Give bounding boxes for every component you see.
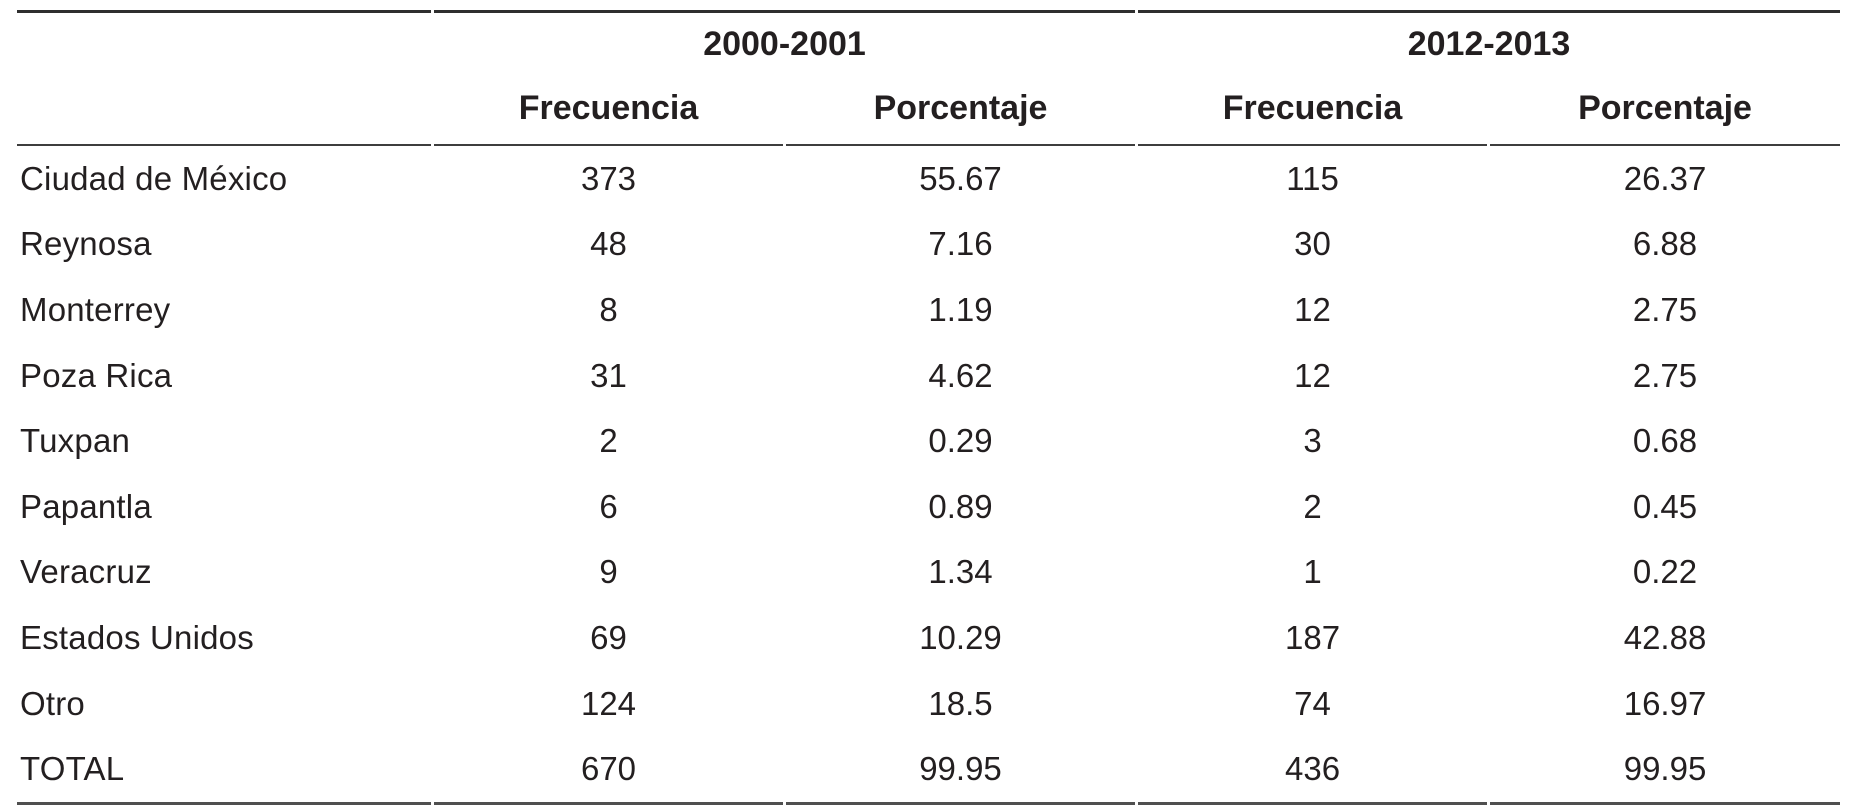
cell-porcentaje-1: 0.29 [928, 422, 993, 460]
cell-porcentaje-1: 4.62 [928, 356, 993, 394]
row-label: Estados Unidos [20, 618, 254, 656]
cell-frecuencia-1: 31 [590, 356, 627, 394]
cell-frecuencia-2: 2 [1303, 487, 1322, 525]
cell-frecuencia-2: 12 [1294, 290, 1331, 328]
column-header-frecuencia-2: Frecuencia [1222, 88, 1403, 127]
period-header-2000-2001: 2000-2001 [434, 10, 1136, 72]
table-body: Ciudad de México 373 55.67 115 26.37 Rey… [17, 144, 1841, 805]
cell-frecuencia-2: 12 [1294, 356, 1331, 394]
cell-frecuencia-1: 373 [434, 144, 783, 212]
row-label: Tuxpan [20, 422, 131, 460]
row-label: Papantla [20, 487, 152, 525]
table-row: Monterrey 8 1.19 12 2.75 [17, 277, 1840, 343]
table-row: Ciudad de México 373 55.67 115 26.37 [17, 144, 1841, 212]
corner-cell [17, 72, 431, 144]
cell-frecuencia-1: 48 [590, 225, 627, 263]
table-row-total: TOTAL 670 99.95 436 99.95 [17, 736, 1841, 805]
table-row: Papantla 6 0.89 2 0.45 [17, 474, 1840, 540]
table-row: Poza Rica 31 4.62 12 2.75 [17, 343, 1840, 409]
cell-porcentaje-1: 1.34 [928, 553, 993, 591]
cell-porcentaje-2: 0.22 [1632, 553, 1698, 591]
row-label: Ciudad de México [17, 144, 431, 212]
cell-frecuencia-1: 6 [599, 487, 618, 525]
cell-porcentaje-2: 42.88 [1623, 618, 1707, 656]
cell-frecuencia-2: 115 [1138, 144, 1488, 212]
cell-frecuencia-2: 3 [1303, 422, 1322, 460]
cell-porcentaje-2: 2.75 [1632, 356, 1698, 394]
period-header-row: 2000-2001 2012-2013 [17, 10, 1841, 72]
row-label: Poza Rica [20, 356, 173, 394]
row-label: Reynosa [20, 225, 152, 263]
period-header-2012-2013: 2012-2013 [1138, 10, 1841, 72]
cell-porcentaje-1: 0.89 [928, 487, 993, 525]
frequency-table: 2000-2001 2012-2013 Frecuencia Porcentaj… [14, 10, 1843, 805]
cell-porcentaje-2: 2.75 [1632, 290, 1698, 328]
cell-porcentaje-2: 16.97 [1623, 684, 1707, 722]
cell-frecuencia-1: 670 [434, 736, 783, 805]
column-header-row: Frecuencia Porcentaje Frecuencia Porcent… [17, 72, 1840, 144]
column-header-frecuencia-1: Frecuencia [518, 88, 699, 127]
row-label: Veracruz [20, 553, 152, 591]
cell-porcentaje-1: 10.29 [919, 618, 1002, 656]
cell-frecuencia-1: 2 [599, 422, 618, 460]
cell-porcentaje-2: 99.95 [1490, 736, 1841, 805]
table-header: 2000-2001 2012-2013 Frecuencia Porcentaj… [17, 10, 1841, 144]
cell-frecuencia-1: 9 [599, 553, 618, 591]
cell-frecuencia-1: 8 [599, 290, 618, 328]
cell-frecuencia-2: 187 [1284, 618, 1341, 656]
cell-frecuencia-1: 69 [590, 618, 627, 656]
cell-porcentaje-2: 0.45 [1632, 487, 1698, 525]
column-header-porcentaje-2: Porcentaje [1578, 88, 1752, 127]
cell-porcentaje-1: 55.67 [786, 144, 1136, 212]
table-row: Tuxpan 2 0.29 3 0.68 [17, 408, 1840, 474]
cell-frecuencia-2: 1 [1303, 553, 1322, 591]
table-row: Estados Unidos 69 10.29 187 42.88 [17, 605, 1840, 671]
table-row: Otro 124 18.5 74 16.97 [17, 671, 1840, 737]
column-header-porcentaje-1: Porcentaje [873, 88, 1048, 127]
table-row: Reynosa 48 7.16 30 6.88 [17, 212, 1840, 278]
cell-frecuencia-2: 74 [1294, 684, 1331, 722]
cell-frecuencia-2: 30 [1294, 225, 1331, 263]
cell-porcentaje-2: 26.37 [1490, 144, 1841, 212]
cell-frecuencia-1: 124 [580, 684, 637, 722]
row-label: Monterrey [20, 290, 171, 328]
cell-porcentaje-1: 18.5 [928, 684, 993, 722]
corner-cell [17, 10, 431, 72]
table-row: Veracruz 9 1.34 1 0.22 [17, 540, 1840, 606]
cell-porcentaje-1: 99.95 [786, 736, 1136, 805]
cell-frecuencia-2: 436 [1138, 736, 1488, 805]
cell-porcentaje-1: 1.19 [928, 290, 993, 328]
cell-porcentaje-2: 6.88 [1632, 225, 1698, 263]
row-label: Otro [20, 684, 85, 722]
cell-porcentaje-2: 0.68 [1632, 422, 1698, 460]
cell-porcentaje-1: 7.16 [928, 225, 993, 263]
row-label: TOTAL [17, 736, 431, 805]
